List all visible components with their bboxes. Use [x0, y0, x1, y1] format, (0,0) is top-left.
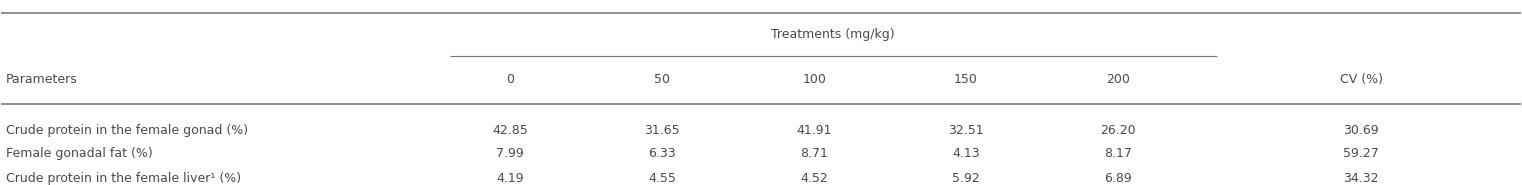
Text: 5.92: 5.92	[953, 172, 980, 185]
Text: 41.91: 41.91	[796, 124, 833, 137]
Text: 6.33: 6.33	[648, 147, 676, 160]
Text: 4.52: 4.52	[801, 172, 828, 185]
Text: 42.85: 42.85	[493, 124, 528, 137]
Text: 8.71: 8.71	[801, 147, 828, 160]
Text: 7.99: 7.99	[496, 147, 524, 160]
Text: 50: 50	[654, 73, 670, 86]
Text: 31.65: 31.65	[644, 124, 680, 137]
Text: 34.32: 34.32	[1344, 172, 1379, 185]
Text: 4.13: 4.13	[953, 147, 980, 160]
Text: Treatments (mg/kg): Treatments (mg/kg)	[772, 28, 895, 41]
Text: Female gonadal fat (%): Female gonadal fat (%)	[6, 147, 152, 160]
Text: 200: 200	[1106, 73, 1129, 86]
Text: 6.89: 6.89	[1103, 172, 1132, 185]
Text: Crude protein in the female liver¹ (%): Crude protein in the female liver¹ (%)	[6, 172, 240, 185]
Text: 4.19: 4.19	[496, 172, 524, 185]
Text: Parameters: Parameters	[6, 73, 78, 86]
Text: 32.51: 32.51	[948, 124, 983, 137]
Text: 26.20: 26.20	[1100, 124, 1135, 137]
Text: 30.69: 30.69	[1344, 124, 1379, 137]
Text: 8.17: 8.17	[1103, 147, 1132, 160]
Text: 0: 0	[507, 73, 514, 86]
Text: CV (%): CV (%)	[1339, 73, 1382, 86]
Text: 100: 100	[802, 73, 826, 86]
Text: 150: 150	[954, 73, 979, 86]
Text: 4.55: 4.55	[648, 172, 676, 185]
Text: 59.27: 59.27	[1344, 147, 1379, 160]
Text: Crude protein in the female gonad (%): Crude protein in the female gonad (%)	[6, 124, 248, 137]
